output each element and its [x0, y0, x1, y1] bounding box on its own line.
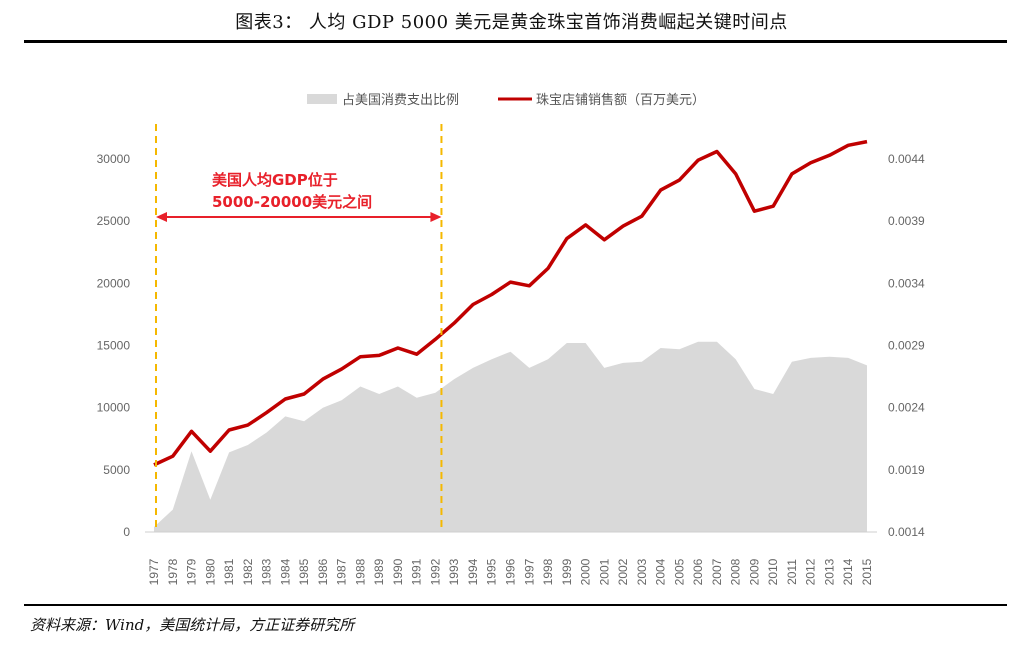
right-axis: 0.0014 0.0019 0.0024 0.0029 0.0034 0.0039 0.00… — [888, 152, 925, 539]
x-tick-label: 2002 — [616, 558, 630, 585]
title-rule — [24, 40, 1007, 43]
left-tick-label: 5000 — [103, 463, 130, 477]
left-tick-label: 30000 — [97, 152, 131, 166]
x-tick-label: 1991 — [410, 558, 424, 585]
x-tick-label: 1989 — [372, 558, 386, 585]
x-axis: 1977 1978 1979 1980 1981 1982 1983 1984 1985 1986… — [147, 558, 874, 585]
x-tick-label: 1999 — [560, 558, 574, 585]
x-tick-label: 1980 — [203, 558, 217, 585]
x-tick-label: 1986 — [316, 558, 330, 585]
legend: 占美国消费支出比例 珠宝店铺销售额（百万美元） — [307, 92, 705, 107]
left-tick-label: 10000 — [97, 401, 131, 415]
right-tick-label: 0.0019 — [888, 463, 925, 477]
x-tick-label: 1996 — [504, 558, 518, 585]
x-tick-label: 2001 — [597, 558, 611, 585]
x-tick-label: 2003 — [635, 558, 649, 585]
x-tick-label: 1994 — [466, 558, 480, 585]
right-tick-label: 0.0039 — [888, 214, 925, 228]
footer-rule — [24, 604, 1007, 606]
source-note: 资料来源：Wind，美国统计局，方正证券研究所 — [30, 616, 355, 634]
x-tick-label: 1993 — [447, 558, 461, 585]
left-tick-label: 25000 — [97, 214, 131, 228]
x-tick-label: 1997 — [522, 558, 536, 585]
area-series — [154, 341, 867, 532]
x-tick-label: 2011 — [785, 559, 799, 585]
x-tick-label: 2012 — [804, 558, 818, 585]
x-tick-label: 1988 — [353, 558, 367, 585]
x-tick-label: 2013 — [822, 558, 836, 585]
x-tick-label: 2000 — [579, 558, 593, 585]
x-tick-label: 1984 — [278, 558, 292, 585]
range-arrow-right-head — [430, 212, 442, 222]
legend-label-area: 占美国消费支出比例 — [342, 92, 459, 107]
legend-label-line: 珠宝店铺销售额（百万美元） — [536, 92, 705, 107]
left-tick-label: 0 — [123, 525, 130, 539]
x-tick-label: 1992 — [428, 558, 442, 585]
x-tick-label: 1985 — [297, 558, 311, 585]
legend-swatch-area — [307, 94, 337, 104]
x-tick-label: 2007 — [710, 558, 724, 585]
x-tick-label: 1983 — [260, 558, 274, 585]
right-tick-label: 0.0044 — [888, 152, 925, 166]
x-tick-label: 2015 — [860, 558, 874, 585]
x-tick-label: 1981 — [222, 558, 236, 585]
sales-line — [153, 139, 868, 467]
x-tick-label: 1987 — [335, 558, 349, 585]
x-tick-label: 1982 — [241, 558, 255, 585]
x-tick-label: 1978 — [166, 558, 180, 585]
x-tick-label: 2009 — [747, 558, 761, 585]
x-tick-label: 2005 — [672, 558, 686, 585]
x-tick-label: 2014 — [841, 558, 855, 585]
annotation: 美国人均GDP位于 5000-20000美元之间 — [155, 124, 443, 532]
right-tick-label: 0.0029 — [888, 339, 925, 353]
x-tick-label: 1998 — [541, 558, 555, 585]
area-fill — [154, 341, 867, 532]
range-arrow-left-head — [156, 212, 167, 222]
chart-title: 图表3： 人均 GDP 5000 美元是黄金珠宝首饰消费崛起关键时间点 — [235, 12, 788, 33]
left-axis: 0 5000 10000 15000 20000 25000 30000 — [97, 152, 131, 539]
annotation-line-1: 美国人均GDP位于 — [212, 171, 338, 189]
right-tick-label: 0.0014 — [888, 525, 925, 539]
x-tick-label: 1979 — [185, 558, 199, 585]
x-tick-label: 2008 — [729, 558, 743, 585]
x-tick-label: 1977 — [147, 558, 161, 585]
x-tick-label: 1990 — [391, 558, 405, 585]
left-tick-label: 15000 — [97, 339, 131, 353]
x-tick-label: 2004 — [654, 558, 668, 585]
right-tick-label: 0.0034 — [888, 276, 925, 290]
annotation-line-2: 5000-20000美元之间 — [212, 193, 372, 211]
right-tick-label: 0.0024 — [888, 401, 925, 415]
x-tick-label: 2006 — [691, 558, 705, 585]
left-tick-label: 20000 — [97, 276, 131, 290]
x-tick-label: 2010 — [766, 558, 780, 585]
line-series — [153, 139, 868, 467]
x-tick-label: 1995 — [485, 558, 499, 585]
